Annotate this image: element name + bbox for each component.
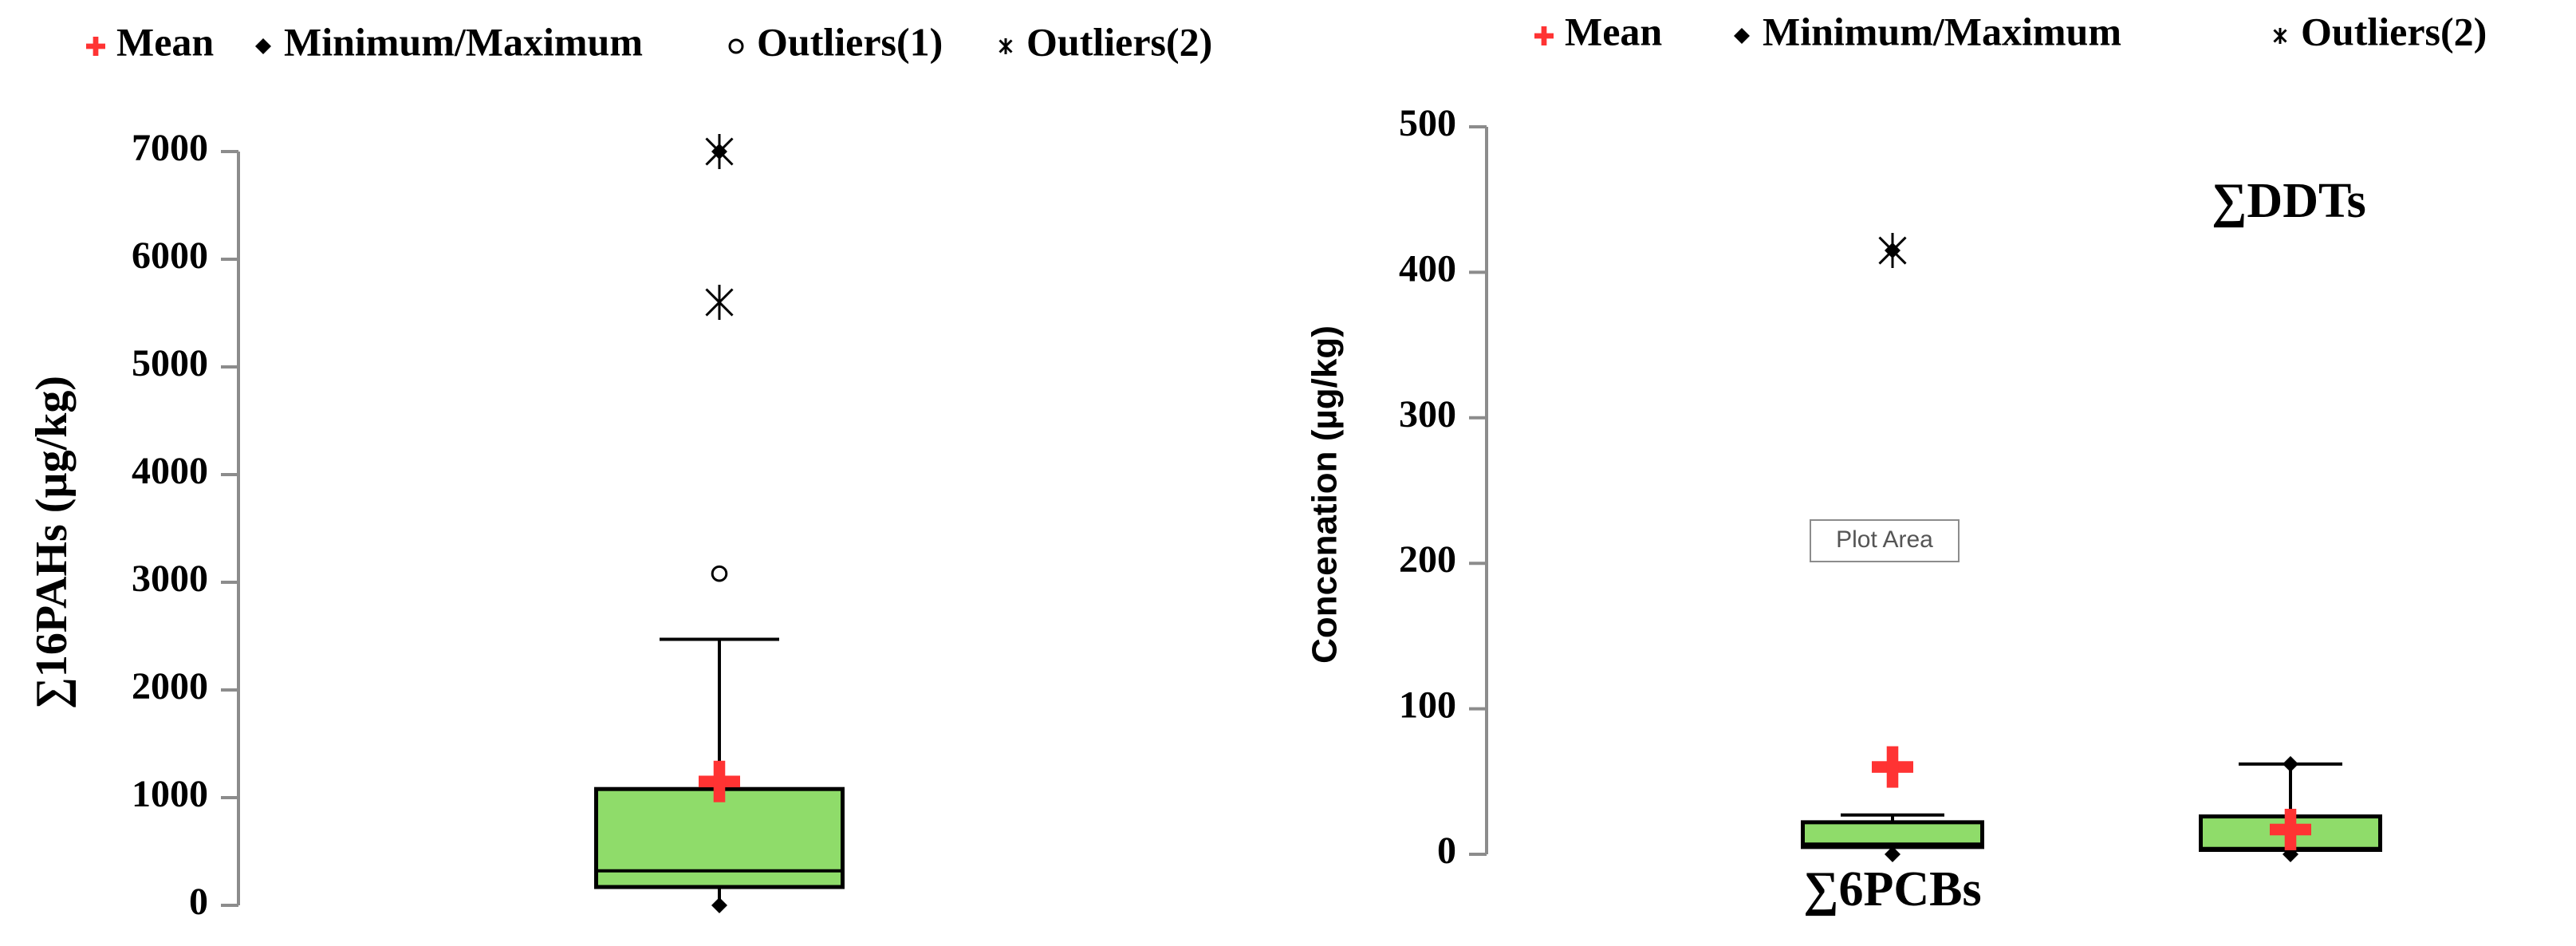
legend-label: Mean (116, 19, 214, 64)
box-name: ∑6PCBs (1803, 862, 1981, 916)
y-tick-label: 100 (1399, 684, 1456, 727)
maximum (711, 144, 727, 160)
legend-symbol-v (1541, 26, 1547, 45)
legend-symbol (2273, 28, 2287, 44)
y-axis-label: Concenation (µg/kg) (1306, 325, 1345, 664)
minimum (711, 897, 727, 913)
legend-label: Minimum/Maximum (284, 19, 643, 64)
y-tick-label: 500 (1399, 102, 1456, 144)
y-tick-label: 300 (1399, 393, 1456, 436)
legend-label: Outliers(2) (1026, 19, 1212, 64)
y-tick-label: 4000 (132, 450, 208, 492)
y-tick-label: 1000 (132, 773, 208, 815)
y-tick-label: 5000 (132, 342, 208, 384)
legend-symbol (86, 37, 105, 56)
legend-label: Outliers(2) (2301, 9, 2487, 53)
legend-symbol (1734, 28, 1750, 44)
legend-symbol (255, 38, 271, 54)
y-tick-label: 2000 (132, 665, 208, 708)
mean (699, 760, 740, 802)
maximum (2283, 755, 2298, 772)
y-axis-label: ∑16PAHs (µg/kg) (27, 376, 77, 709)
maximum (1885, 242, 1900, 259)
legend-symbol (1534, 26, 1554, 45)
legend-label: Minimum/Maximum (1763, 9, 2121, 53)
mean-v (713, 760, 726, 802)
mean (2270, 808, 2311, 850)
y-tick-label: 200 (1399, 538, 1456, 581)
mean (1872, 746, 1913, 788)
y-tick-label: 0 (1437, 830, 1456, 872)
box-name: ∑DDTs (2212, 174, 2366, 228)
y-tick-label: 3000 (132, 558, 208, 600)
legend-symbol (728, 38, 744, 54)
y-tick-label: 7000 (132, 127, 208, 169)
legend-label: Mean (1565, 9, 1662, 53)
tooltip: Plot Area (1836, 526, 1933, 553)
legend-symbol-v (93, 37, 99, 56)
tooltip-box (1810, 519, 1960, 562)
mean-v (2284, 808, 2297, 850)
minimum (2283, 846, 2298, 862)
legend-symbol (998, 38, 1013, 54)
outlier-2 (705, 285, 734, 320)
y-tick-label: 6000 (132, 235, 208, 277)
minimum (1885, 846, 1900, 862)
y-tick-label: 0 (189, 881, 208, 923)
mean-v (1886, 746, 1899, 788)
outlier-1 (711, 565, 728, 582)
y-tick-label: 400 (1399, 247, 1456, 290)
legend-label: Outliers(1) (757, 19, 943, 64)
